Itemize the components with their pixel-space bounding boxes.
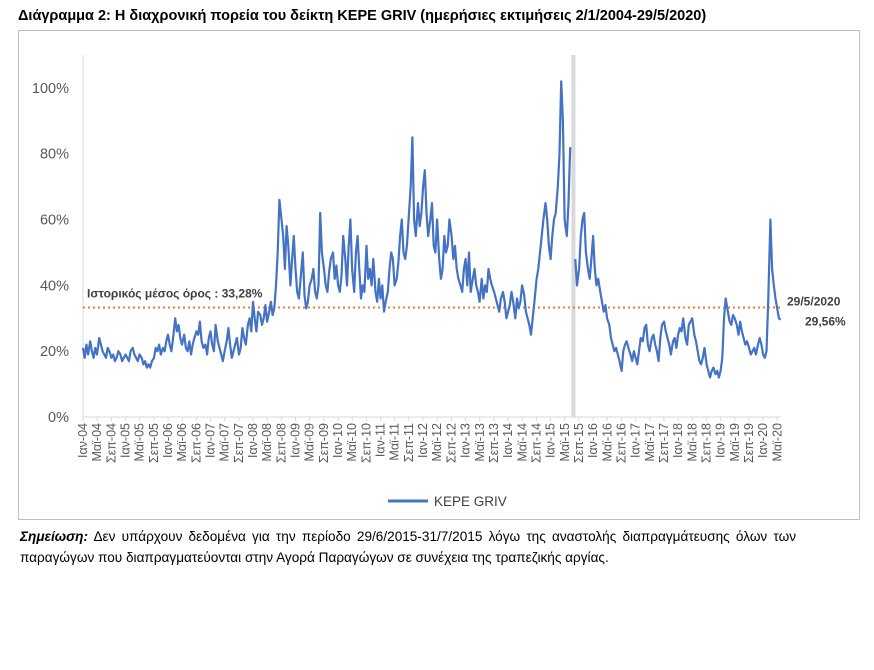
x-tick-label: Μαϊ-06: [175, 423, 189, 462]
x-tick-label: Σεπ-15: [572, 423, 586, 463]
x-tick-label: Μαϊ-04: [90, 423, 104, 462]
x-tick-label: Σεπ-12: [444, 423, 458, 463]
x-tick-label: Ιαν-15: [544, 423, 558, 458]
x-tick-label: Μαϊ-08: [260, 423, 274, 462]
x-tick-label: Μαϊ-15: [558, 423, 572, 462]
chart-frame: 0% 20% 40% 60% 80% 100% Ιαν-04 Μαϊ-04 Σεπ-04 Ιαν-…: [18, 30, 860, 520]
y-tick-label: 0%: [48, 410, 69, 426]
no-data-band: [571, 55, 576, 417]
x-tick-label: Μαϊ-14: [515, 423, 529, 462]
kere-griv-series-line: [574, 211, 782, 379]
x-tick-label: Ιαν-05: [119, 423, 133, 458]
x-tick-label: Σεπ-13: [487, 423, 501, 463]
x-tick-label: Ιαν-06: [161, 423, 175, 458]
x-tick-label: Σεπ-14: [529, 423, 543, 463]
x-tick-label: Ιαν-07: [204, 423, 218, 458]
x-tick-label: Σεπ-19: [742, 423, 756, 463]
x-tick-label: Σεπ-08: [274, 423, 288, 463]
x-tick-label: Μαϊ-13: [473, 423, 487, 462]
x-tick-label: Ιαν-14: [501, 423, 515, 458]
y-tick-label: 40%: [40, 278, 69, 294]
x-tick-label: Μαϊ-07: [218, 423, 232, 462]
x-tick-label: Σεπ-06: [189, 423, 203, 463]
x-tick-label: Σεπ-04: [104, 423, 118, 463]
x-tick-label: Σεπ-07: [232, 423, 246, 463]
x-tick-label: Σεπ-17: [657, 423, 671, 463]
x-tick-label: Μαϊ-12: [430, 423, 444, 462]
end-value-label: 29,56%: [805, 314, 846, 328]
x-tick-label: Ιαν-10: [331, 423, 345, 458]
note-text: Δεν υπάρχουν δεδομένα για την περίοδο 29…: [20, 529, 797, 565]
x-tick-label: Μαϊ-18: [685, 423, 699, 462]
x-tick-label: Μαϊ-17: [643, 423, 657, 462]
historical-mean-label: Ιστορικός μέσος όρος : 33,28%: [87, 286, 263, 300]
x-tick-label: Μαϊ-20: [770, 423, 784, 462]
x-tick-label: Μαϊ-19: [728, 423, 742, 462]
x-tick-label: Μαϊ-16: [600, 423, 614, 462]
end-date-label: 29/5/2020: [787, 294, 841, 308]
legend-label: ΚΕΡΕ GRIV: [434, 494, 507, 509]
x-tick-label: Ιαν-20: [756, 423, 770, 458]
x-tick-label: Μαϊ-10: [345, 423, 359, 462]
y-tick-label: 60%: [40, 213, 69, 229]
x-tick-label: Μαϊ-11: [388, 423, 402, 461]
x-tick-label: Ιαν-12: [416, 423, 430, 458]
x-tick-label: Σεπ-05: [147, 423, 161, 463]
y-tick-label: 80%: [40, 147, 69, 163]
x-tick-label: Ιαν-16: [586, 423, 600, 458]
kere-griv-series-line: [81, 80, 572, 369]
x-tick-label: Ιαν-04: [76, 423, 90, 458]
x-tick-label: Σεπ-18: [699, 423, 713, 463]
y-tick-label: 20%: [40, 344, 69, 360]
note: Σημείωση: Δεν υπάρχουν δεδομένα για την …: [20, 526, 796, 568]
x-tick-label: Σεπ-10: [359, 423, 373, 463]
x-tick-label: Ιαν-09: [289, 423, 303, 458]
x-tick-label: Μαϊ-05: [133, 423, 147, 462]
line-chart: 0%20%40%60%80%100%Ιαν-04 Μαϊ-04 Σεπ-04 Ιαν-…: [32, 55, 846, 509]
x-tick-label: Ιαν-08: [246, 423, 260, 458]
x-tick-label: Ιαν-19: [714, 423, 728, 458]
x-tick-label: Σεπ-09: [317, 423, 331, 463]
y-tick-label: 100%: [32, 81, 69, 97]
note-lead: Σημείωση:: [20, 529, 89, 544]
x-tick-label: Ιαν-13: [459, 423, 473, 458]
x-tick-label: Ιαν-17: [629, 423, 643, 458]
figure-title: Διάγραμμα 2: Η διαχρονική πορεία του δεί…: [18, 8, 707, 24]
x-tick-label: Ιαν-11: [374, 423, 388, 457]
x-tick-label: Μαϊ-09: [303, 423, 317, 462]
x-tick-label: Σεπ-11: [402, 423, 416, 462]
x-tick-label: Σεπ-16: [614, 423, 628, 463]
x-tick-label: Ιαν-18: [671, 423, 685, 458]
